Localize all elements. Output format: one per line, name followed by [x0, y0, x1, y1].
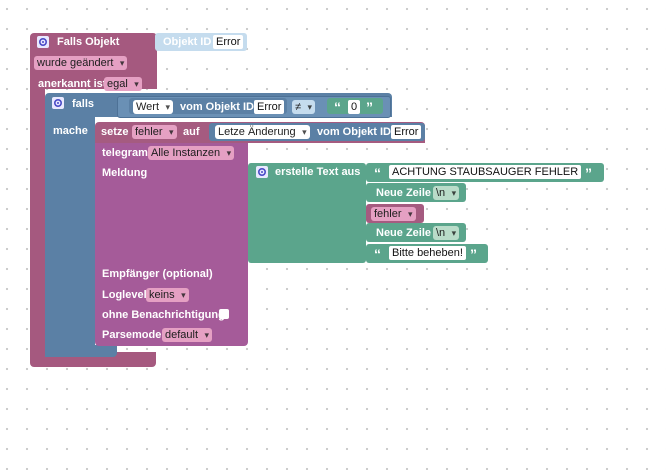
- from-id-label: vom Objekt ID: [180, 101, 254, 113]
- do-label: mache: [53, 125, 88, 137]
- loglevel-dropdown[interactable]: keins: [146, 288, 189, 302]
- if-block-footer: [45, 345, 117, 357]
- newline-label: Neue Zeile: [376, 187, 432, 199]
- value-dropdown[interactable]: Wert: [133, 100, 174, 114]
- quote-close-icon: ”: [585, 165, 592, 181]
- gear-icon[interactable]: [37, 36, 49, 48]
- gear-icon[interactable]: [256, 166, 268, 178]
- set-variable-dropdown[interactable]: fehler: [132, 125, 177, 139]
- set-label: setze: [101, 126, 129, 138]
- text-join-block[interactable]: [248, 163, 366, 263]
- event-trigger-body: [30, 89, 45, 359]
- compare-object-value[interactable]: Error: [254, 100, 285, 114]
- telegram-instance-dropdown[interactable]: Alle Instanzen: [148, 146, 235, 160]
- newline-dropdown[interactable]: \n: [433, 226, 460, 240]
- silent-checkbox[interactable]: [219, 309, 229, 319]
- recipient-label: Empfänger (optional): [102, 268, 213, 280]
- gear-icon[interactable]: [52, 97, 64, 109]
- operator-dropdown[interactable]: ≠: [292, 100, 316, 114]
- loglevel-label: Loglevel: [102, 289, 147, 301]
- telegram-label: telegram: [102, 147, 148, 159]
- ack-label: anerkannt ist: [38, 78, 107, 90]
- parsemode-dropdown[interactable]: default: [162, 328, 213, 342]
- property-object-value[interactable]: Error: [391, 125, 422, 139]
- parsemode-label: Parsemode: [102, 329, 162, 341]
- if-label: falls: [72, 98, 95, 110]
- to-label: auf: [183, 126, 200, 138]
- trigger-title: Falls Objekt: [57, 36, 120, 48]
- text-item-value[interactable]: Bitte beheben!: [389, 246, 466, 260]
- property-from-id-label: vom Objekt ID: [317, 126, 391, 138]
- variable-dropdown[interactable]: fehler: [371, 207, 416, 221]
- silent-label: ohne Benachrichtigung: [102, 309, 225, 321]
- object-id-label: Objekt ID: [163, 36, 212, 48]
- quote-open-icon: “: [374, 246, 381, 262]
- object-id-value[interactable]: Error: [213, 35, 244, 49]
- quote-close-icon: ”: [366, 99, 373, 115]
- text-join-label: erstelle Text aus: [275, 166, 361, 178]
- if-block-body: [45, 117, 95, 357]
- ack-dropdown[interactable]: egal: [104, 77, 142, 91]
- newline-label: Neue Zeile: [376, 227, 432, 239]
- newline-dropdown[interactable]: \n: [433, 186, 460, 200]
- compare-text-value[interactable]: 0: [348, 100, 361, 114]
- property-dropdown[interactable]: Letze Änderung: [215, 125, 310, 139]
- text-item-value[interactable]: ACHTUNG STAUBSAUGER FEHLER: [389, 165, 582, 179]
- message-label: Meldung: [102, 167, 148, 179]
- quote-close-icon: ”: [470, 246, 477, 262]
- quote-open-icon: “: [374, 165, 381, 181]
- quote-open-icon: “: [334, 99, 341, 115]
- condition-dropdown[interactable]: wurde geändert: [34, 56, 128, 70]
